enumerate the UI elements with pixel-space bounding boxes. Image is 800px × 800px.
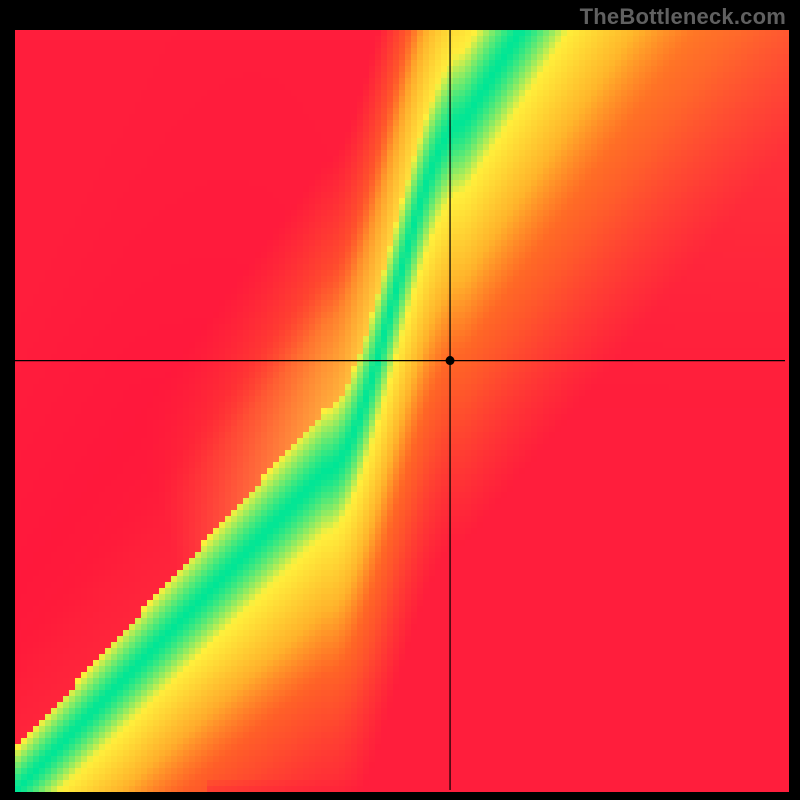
watermark-text: TheBottleneck.com <box>580 4 786 30</box>
chart-container: TheBottleneck.com <box>0 0 800 800</box>
bottleneck-heatmap-canvas <box>0 0 800 800</box>
